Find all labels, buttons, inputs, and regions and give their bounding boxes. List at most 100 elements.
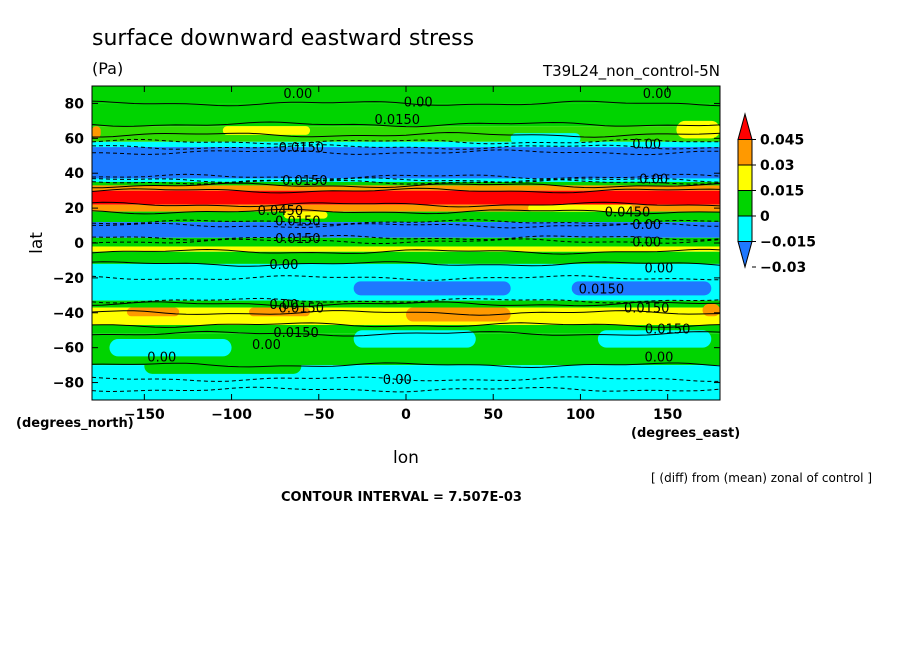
field-patch [571, 281, 712, 296]
contour-value-label: 0.0450 [605, 206, 651, 221]
contour-value-label: 0.00 [639, 172, 668, 187]
lat-band [92, 178, 720, 182]
contour-value-label: 0.00 [269, 298, 298, 313]
y-tick-label: −80 [53, 376, 84, 392]
field-patch [702, 304, 720, 317]
lat-band [92, 181, 720, 186]
colorbar-segment [737, 190, 753, 217]
y-tick-label: −20 [53, 271, 84, 287]
contour-value-label: 0.00 [383, 373, 412, 388]
contour-line [91, 121, 721, 128]
chart-title: surface downward eastward stress [92, 26, 474, 51]
contour-line [91, 310, 721, 316]
contour-line-layer [91, 100, 721, 393]
x-axis-label: lon [393, 448, 419, 468]
contour-line [92, 182, 721, 189]
contour-line [91, 187, 721, 194]
contour-line [91, 248, 721, 255]
contour-value-label: 0.00 [632, 235, 661, 250]
contour-value-label: 0.0150 [275, 232, 321, 247]
x-tick-label: 100 [566, 407, 595, 423]
y-tick-label: −40 [53, 306, 84, 322]
colorbar-segment [737, 139, 753, 166]
contour-value-label: 0.0150 [282, 174, 328, 189]
lat-band [92, 246, 720, 252]
lat-band [92, 237, 720, 247]
experiment-label: T39L24_non_control-5N [542, 62, 720, 81]
colorbar-label: −0.015 [760, 235, 816, 251]
colorbar-label: 0.03 [760, 158, 795, 174]
contour-value-label: 0.0150 [579, 282, 625, 297]
contour-value-label: 0.0150 [279, 302, 325, 317]
colorbar-label: −0.03 [760, 260, 806, 276]
lat-band [92, 251, 720, 264]
y-tick-label: 40 [65, 166, 85, 182]
field-patch [597, 330, 712, 348]
contour-line [91, 362, 721, 369]
lat-band [92, 147, 720, 179]
contour-value-label: 0.00 [404, 96, 433, 111]
x-tick-label: 50 [483, 407, 503, 423]
contour-line [91, 330, 721, 337]
contour-value-label: 0.00 [632, 218, 661, 233]
contour-value-label: 0.00 [644, 261, 673, 276]
contour-value-label: 0.00 [643, 87, 672, 102]
lat-band [92, 190, 720, 205]
y-tick-label: 80 [65, 96, 85, 112]
contour-value-label: 0.00 [632, 138, 661, 153]
colorbar: 0.045 0.03 0.015 0 −0.015 −0.03 [737, 112, 816, 276]
contour-value-label: 0.00 [283, 87, 312, 102]
y-tick-label: 20 [65, 201, 85, 217]
lat-band [92, 300, 720, 308]
field-patch [353, 281, 511, 296]
y-tick-label: −60 [53, 341, 84, 357]
colorbar-segment [737, 241, 753, 269]
x-tick-label: −50 [303, 407, 334, 423]
contour-line [92, 131, 721, 138]
contour-value-label: 0.00 [644, 350, 673, 365]
units-label: (Pa) [92, 59, 123, 78]
contour-line [91, 322, 721, 328]
contour-interval-label: CONTOUR INTERVAL = 7.507E-03 [281, 490, 522, 505]
colorbar-segment [737, 215, 753, 242]
lat-band [92, 86, 720, 104]
x-tick-label: 0 [401, 407, 411, 423]
contour-value-label: 0.0450 [258, 204, 304, 219]
y-axis-label: lat [27, 232, 47, 254]
field-patch [676, 120, 720, 139]
colorbar-segment [737, 164, 753, 191]
contour-line [91, 261, 721, 267]
footnote: [ (diff) from (mean) zonal of control ] [651, 471, 872, 485]
contour-value-label: 0.0150 [279, 141, 325, 156]
field-patch [109, 338, 232, 357]
contour-value-label: 0.0150 [273, 326, 319, 341]
colorbar-label: 0 [760, 209, 770, 225]
colorbar-label: 0.015 [760, 184, 804, 200]
contour-value-label: 0.00 [269, 258, 298, 273]
field-patch [222, 126, 311, 135]
x-tick-label: −100 [211, 407, 252, 423]
x-tick-label: −150 [124, 407, 165, 423]
field-patch [283, 211, 328, 219]
y-tick-label: 0 [74, 236, 84, 252]
lat-band [92, 204, 720, 212]
x-tick-label: 150 [653, 407, 682, 423]
y-unit-label: (degrees_north) [16, 416, 134, 431]
contour-value-label: 0.0150 [624, 302, 670, 317]
contour-line [91, 301, 721, 307]
y-tick-label: 60 [65, 131, 85, 147]
lat-band [92, 185, 720, 191]
contour-value-label: 0.0150 [645, 322, 691, 337]
contour-value-label: 0.0150 [275, 214, 321, 229]
y-axis: −80 −60 −40 −20 0 20 40 60 80 [53, 96, 720, 392]
colorbar-label: 0.045 [760, 133, 804, 149]
field-patch [528, 204, 633, 212]
contour-line [91, 208, 721, 215]
contour-value-label: 0.0150 [375, 113, 421, 128]
lat-band [92, 103, 720, 127]
x-axis: −150 −100 −50 0 50 100 150 [124, 86, 683, 423]
contour-line [91, 201, 721, 208]
x-unit-label: (degrees_east) [631, 426, 740, 441]
